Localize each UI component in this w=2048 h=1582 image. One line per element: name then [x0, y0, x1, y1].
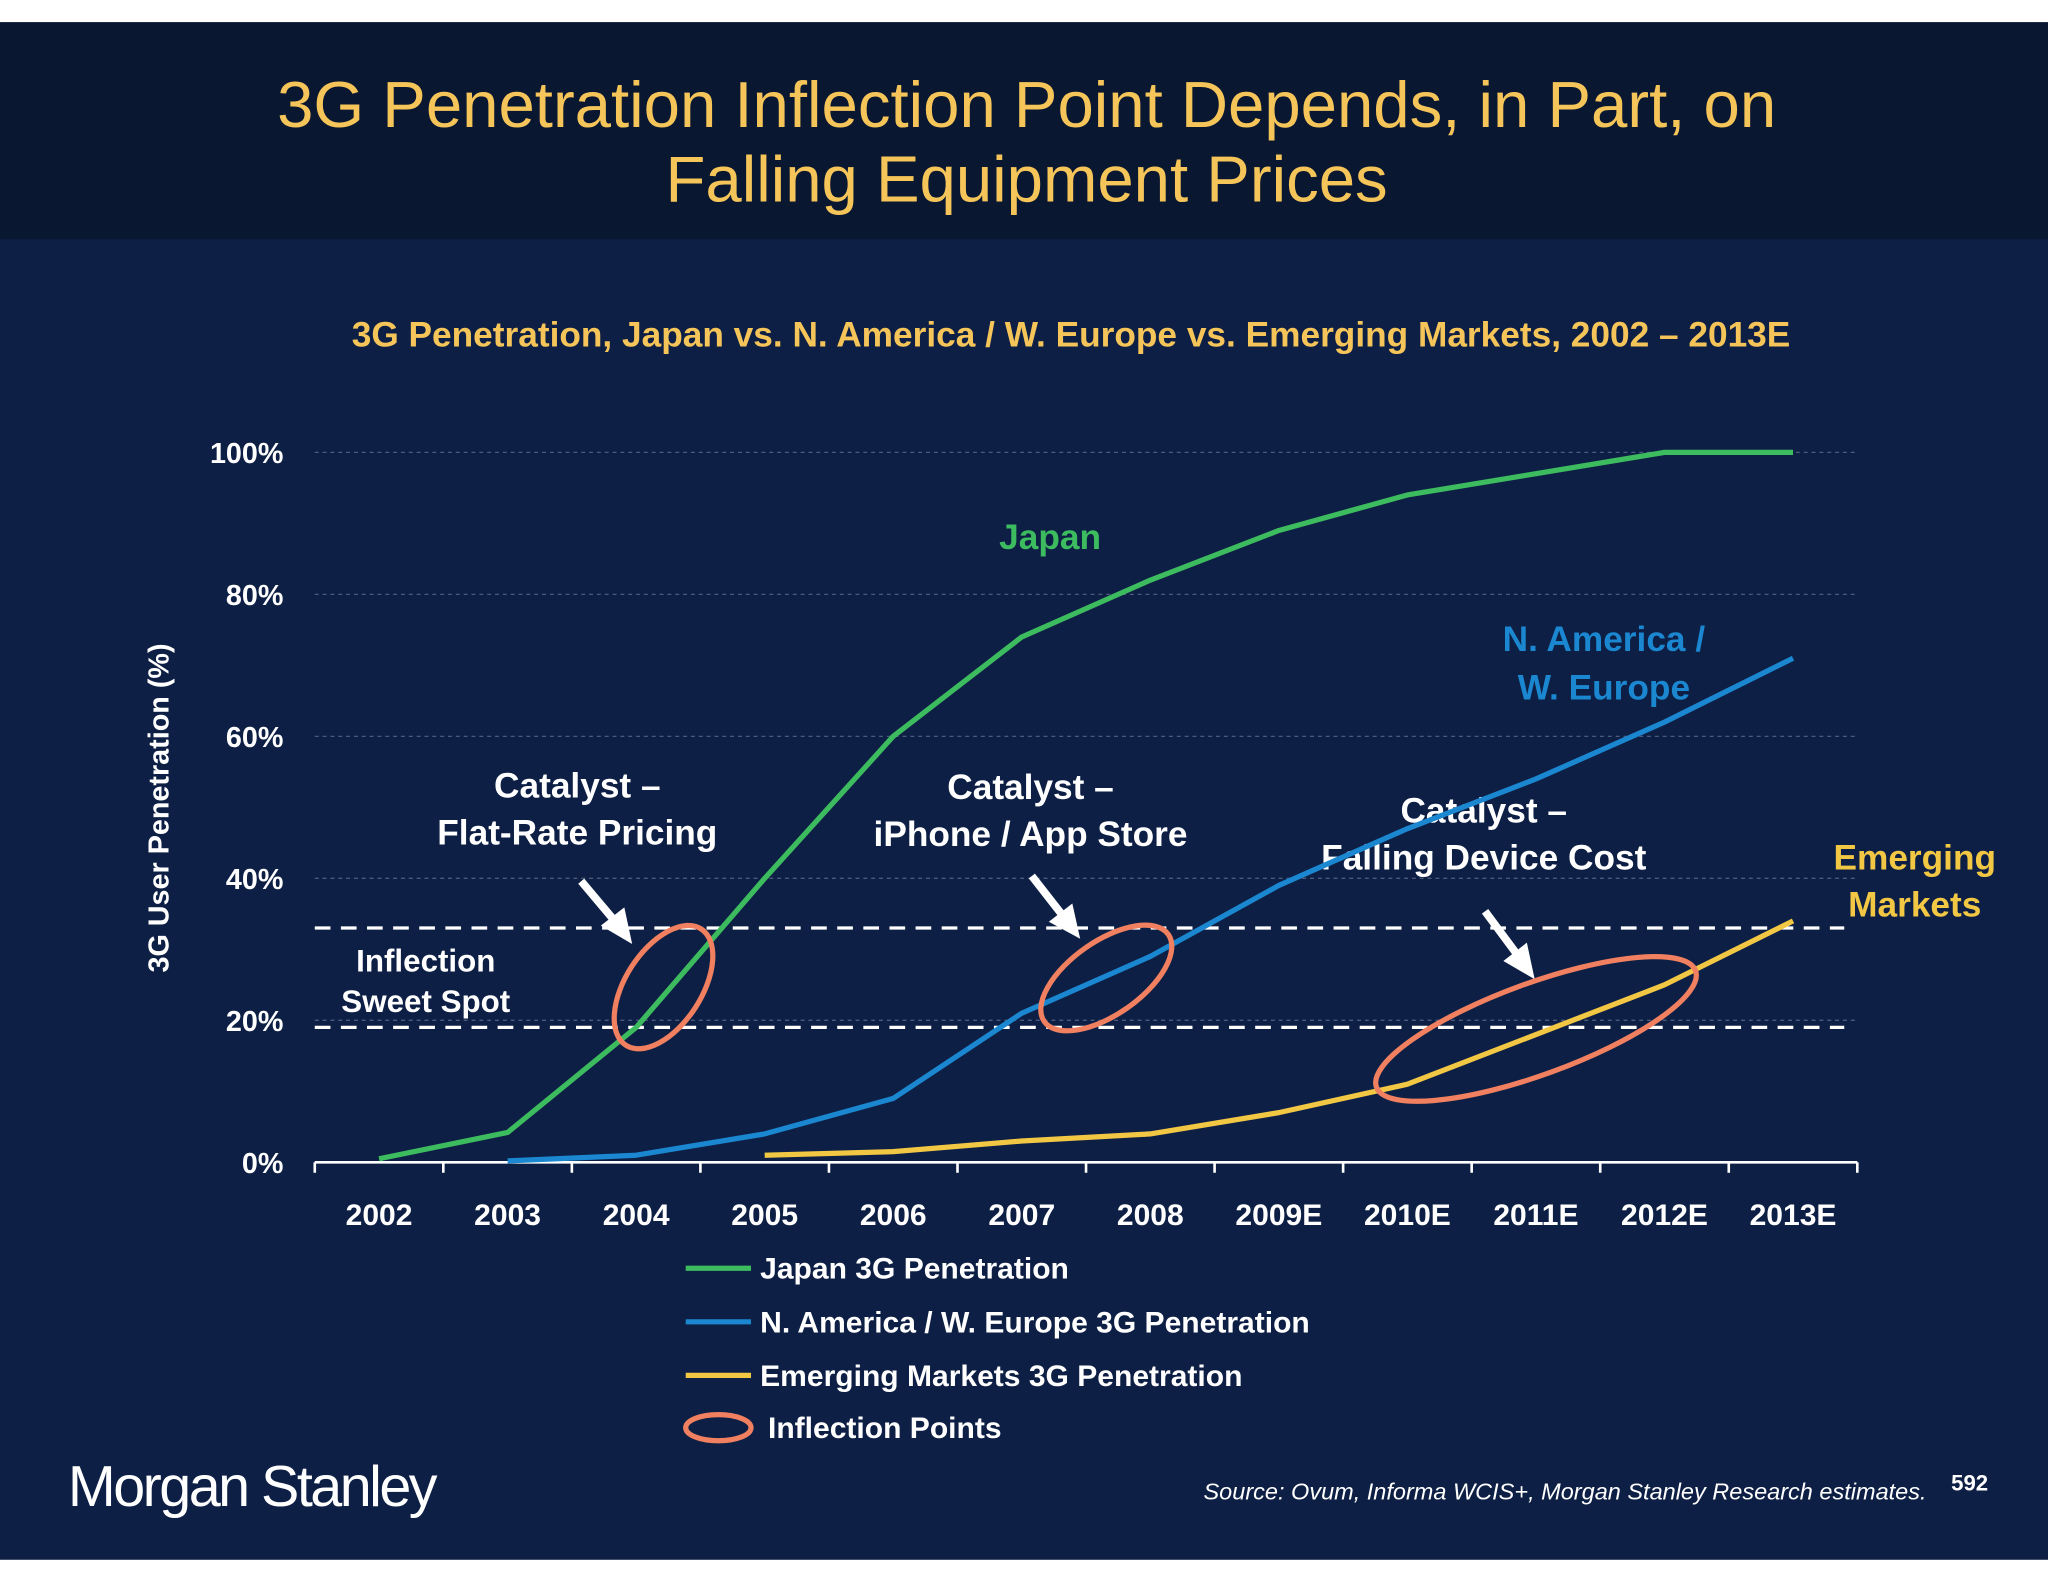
- series-line: [507, 655, 1795, 1164]
- title-line: 3G Penetration Inflection Point Depends,…: [277, 68, 1776, 141]
- inflection-point: [1038, 922, 1175, 1034]
- series-line: [378, 449, 1794, 1162]
- annotation: Emerging Markets: [1833, 838, 1996, 924]
- arrows: [578, 873, 1535, 980]
- annotation: Catalyst – iPhone / App Store: [874, 768, 1188, 854]
- y-tick-label: 0%: [242, 1148, 284, 1180]
- header-band: [0, 22, 2048, 240]
- x-tick-label: 2003: [474, 1199, 541, 1232]
- x-tick-label: 2007: [988, 1199, 1055, 1232]
- title-line: Falling Equipment Prices: [666, 142, 1388, 215]
- annotation-line: Catalyst –: [494, 767, 661, 806]
- annotation-line: W. Europe: [1518, 668, 1690, 707]
- annotation-line: N. America /: [1503, 620, 1706, 659]
- annotation-line: Sweet Spot: [341, 984, 510, 1019]
- arrow-head: [600, 907, 633, 944]
- y-tick-label: 60%: [226, 722, 283, 754]
- x-tick-label: 2008: [1117, 1199, 1184, 1232]
- annotation: N. America / W. Europe: [1503, 620, 1706, 707]
- x-tick-label: 2012E: [1621, 1199, 1708, 1232]
- y-tick-label: 100%: [210, 438, 283, 470]
- annotation-line: iPhone / App Store: [874, 815, 1188, 854]
- series-line: [764, 918, 1795, 1158]
- x-tick-label: 2009E: [1235, 1199, 1322, 1232]
- annotation: Catalyst – Flat-Rate Pricing: [437, 767, 717, 853]
- inflection-point: [611, 922, 716, 1052]
- annotation-line: Flat-Rate Pricing: [437, 814, 717, 853]
- arrow: [578, 878, 620, 926]
- x-tick-label: 2011E: [1493, 1199, 1578, 1232]
- annotation-line: Emerging: [1833, 838, 1996, 877]
- legend-label: Emerging Markets 3G Penetration: [760, 1360, 1242, 1393]
- x-tick-label: 2010E: [1364, 1199, 1451, 1232]
- inflection-point: [1373, 954, 1699, 1104]
- legend-label: N. America / W. Europe 3G Penetration: [760, 1306, 1310, 1339]
- chart-title: 3G Penetration Inflection Point Depends,…: [277, 68, 1776, 216]
- y-tick-label: 80%: [226, 580, 283, 612]
- legend-label: Japan 3G Penetration: [760, 1253, 1069, 1286]
- annotation: Japan: [999, 518, 1101, 557]
- legend-label: Inflection Points: [768, 1412, 1002, 1445]
- arrow: [1028, 873, 1068, 921]
- source-note: Source: Ovum, Informa WCIS+, Morgan Stan…: [1204, 1479, 1927, 1505]
- x-tick-label: 2002: [346, 1199, 413, 1232]
- legend-swatch: [683, 1412, 754, 1444]
- annotation-line: Japan: [999, 518, 1101, 557]
- brand-logo: Morgan Stanley: [68, 1455, 438, 1519]
- slide-background: [0, 22, 2048, 1560]
- annotation-line: Catalyst –: [947, 768, 1114, 807]
- arrow: [1481, 908, 1523, 960]
- chart-subtitle: 3G Penetration, Japan vs. N. America / W…: [352, 315, 1791, 354]
- page-number: 592: [1951, 1470, 1988, 1495]
- x-tick-label: 2013E: [1750, 1199, 1837, 1232]
- y-tick-label: 40%: [226, 864, 283, 896]
- y-tick-label: 20%: [226, 1006, 283, 1038]
- arrow-head: [1048, 903, 1081, 939]
- annotation: Inflection Sweet Spot: [341, 943, 510, 1019]
- x-tick-label: 2004: [603, 1199, 670, 1232]
- annotation-line: Inflection: [356, 943, 495, 978]
- x-tick-label: 2006: [860, 1199, 927, 1232]
- x-tick-label: 2005: [731, 1199, 798, 1232]
- annotation-line: Markets: [1848, 885, 1981, 924]
- y-axis-label: 3G User Penetration (%): [144, 643, 176, 972]
- arrow-head: [1503, 942, 1535, 980]
